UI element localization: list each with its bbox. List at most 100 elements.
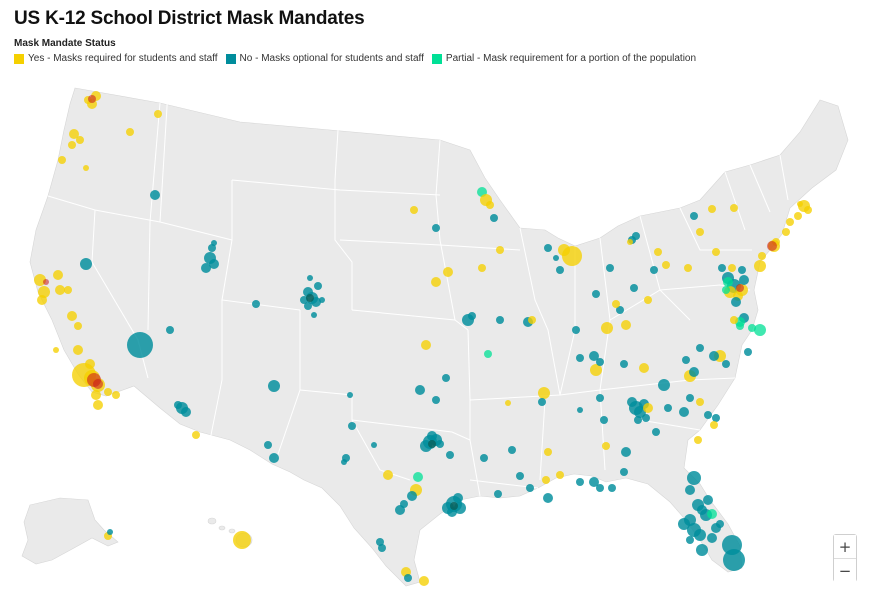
district-marker-no[interactable] xyxy=(407,491,417,501)
district-marker-yes[interactable] xyxy=(154,110,162,118)
district-marker-no[interactable] xyxy=(658,379,670,391)
district-marker-no[interactable] xyxy=(319,297,325,303)
district-marker-no[interactable] xyxy=(538,398,546,406)
district-marker-no[interactable] xyxy=(627,397,637,407)
district-marker-yes[interactable] xyxy=(644,296,652,304)
district-marker-yes[interactable] xyxy=(562,246,582,266)
district-marker-partial[interactable] xyxy=(748,324,756,332)
district-marker-yes[interactable] xyxy=(83,165,89,171)
district-marker-no[interactable] xyxy=(704,411,712,419)
district-marker-no[interactable] xyxy=(682,356,690,364)
district-marker-no[interactable] xyxy=(480,454,488,462)
district-marker-no[interactable] xyxy=(211,240,217,246)
district-marker-no[interactable] xyxy=(652,428,660,436)
district-marker-yes[interactable] xyxy=(410,206,418,214)
district-marker-no[interactable] xyxy=(268,380,280,392)
district-marker-no[interactable] xyxy=(630,284,638,292)
district-marker-yes[interactable] xyxy=(383,470,393,480)
district-marker-yes[interactable] xyxy=(38,286,50,298)
district-marker-yes[interactable] xyxy=(730,204,738,212)
district-marker-partial[interactable] xyxy=(736,322,744,330)
district-marker-no[interactable] xyxy=(150,190,160,200)
district-marker-no[interactable] xyxy=(687,471,701,485)
zoom-out-button[interactable]: − xyxy=(834,559,856,582)
district-marker-no[interactable] xyxy=(703,495,713,505)
district-marker-no[interactable] xyxy=(508,446,516,454)
district-marker-no[interactable] xyxy=(347,392,353,398)
district-marker-yes[interactable] xyxy=(542,476,550,484)
district-marker-yes[interactable] xyxy=(590,364,602,376)
district-marker-yes[interactable] xyxy=(797,201,803,207)
district-marker-yes[interactable] xyxy=(538,387,550,399)
district-marker-yes[interactable] xyxy=(694,436,702,444)
district-marker-no[interactable] xyxy=(634,416,642,424)
district-marker-no[interactable] xyxy=(621,447,631,457)
district-marker-no[interactable] xyxy=(709,351,719,361)
district-marker-yes[interactable] xyxy=(782,228,790,236)
district-marker-no[interactable] xyxy=(664,404,672,412)
district-marker-yes[interactable] xyxy=(431,277,441,287)
district-marker-yes[interactable] xyxy=(91,390,101,400)
district-marker-no[interactable] xyxy=(494,490,502,498)
district-marker-yes[interactable] xyxy=(627,239,633,245)
district-marker-yes[interactable] xyxy=(68,141,76,149)
district-marker-no[interactable] xyxy=(427,431,437,441)
district-marker-yes[interactable] xyxy=(639,363,649,373)
district-marker-no[interactable] xyxy=(632,232,640,240)
district-marker-no[interactable] xyxy=(690,212,698,220)
district-marker-no[interactable] xyxy=(712,414,720,422)
district-marker-yes[interactable] xyxy=(556,471,564,479)
district-marker-no[interactable] xyxy=(166,326,174,334)
district-marker-no[interactable] xyxy=(174,401,182,409)
district-marker-yes[interactable] xyxy=(73,345,83,355)
district-marker-no[interactable] xyxy=(209,259,219,269)
district-marker-no[interactable] xyxy=(600,416,608,424)
district-marker-no[interactable] xyxy=(107,529,113,535)
district-marker-no[interactable] xyxy=(723,549,745,571)
district-marker-no[interactable] xyxy=(707,533,717,543)
district-marker-yes[interactable] xyxy=(621,320,631,330)
district-marker-yes[interactable] xyxy=(112,391,120,399)
district-marker-no[interactable] xyxy=(722,360,730,368)
district-marker-no[interactable] xyxy=(311,312,317,318)
district-marker-no[interactable] xyxy=(620,468,628,476)
district-marker-yes[interactable] xyxy=(69,129,79,139)
district-marker-no[interactable] xyxy=(596,358,604,366)
district-marker-no[interactable] xyxy=(314,282,322,290)
district-marker-no[interactable] xyxy=(516,472,524,480)
district-marker-yes[interactable] xyxy=(64,286,72,294)
district-marker-no[interactable] xyxy=(553,255,559,261)
district-marker-no[interactable] xyxy=(371,442,377,448)
district-marker-no[interactable] xyxy=(468,312,476,320)
district-marker-yes[interactable] xyxy=(544,448,552,456)
district-marker-no[interactable] xyxy=(526,484,534,492)
district-marker-yes[interactable] xyxy=(58,156,66,164)
district-marker-yes[interactable] xyxy=(712,248,720,256)
district-marker-no[interactable] xyxy=(446,451,454,459)
district-marker-no[interactable] xyxy=(252,300,260,308)
district-marker-no[interactable] xyxy=(453,493,463,503)
district-marker-no[interactable] xyxy=(341,459,347,465)
district-marker-no[interactable] xyxy=(404,574,412,582)
district-marker-yes[interactable] xyxy=(126,128,134,136)
district-marker-no[interactable] xyxy=(400,500,408,508)
district-marker-yes[interactable] xyxy=(443,267,453,277)
district-marker-no[interactable] xyxy=(576,478,584,486)
district-marker-no[interactable] xyxy=(696,344,704,352)
district-marker-no[interactable] xyxy=(80,258,92,270)
district-marker-yes[interactable] xyxy=(654,248,662,256)
district-marker-yes[interactable] xyxy=(804,206,812,214)
district-marker-yes[interactable] xyxy=(643,403,653,413)
district-marker-yes[interactable] xyxy=(496,246,504,254)
district-marker-no[interactable] xyxy=(738,266,746,274)
district-marker-no[interactable] xyxy=(415,385,425,395)
district-marker-no[interactable] xyxy=(589,477,599,487)
district-marker-no[interactable] xyxy=(616,306,624,314)
district-marker-yes[interactable] xyxy=(74,322,82,330)
district-marker-yes[interactable] xyxy=(696,398,704,406)
district-marker-no[interactable] xyxy=(432,224,440,232)
district-marker-no[interactable] xyxy=(678,518,690,530)
district-marker-no[interactable] xyxy=(127,332,153,358)
district-marker-no[interactable] xyxy=(577,407,583,413)
district-marker-no[interactable] xyxy=(378,544,386,552)
